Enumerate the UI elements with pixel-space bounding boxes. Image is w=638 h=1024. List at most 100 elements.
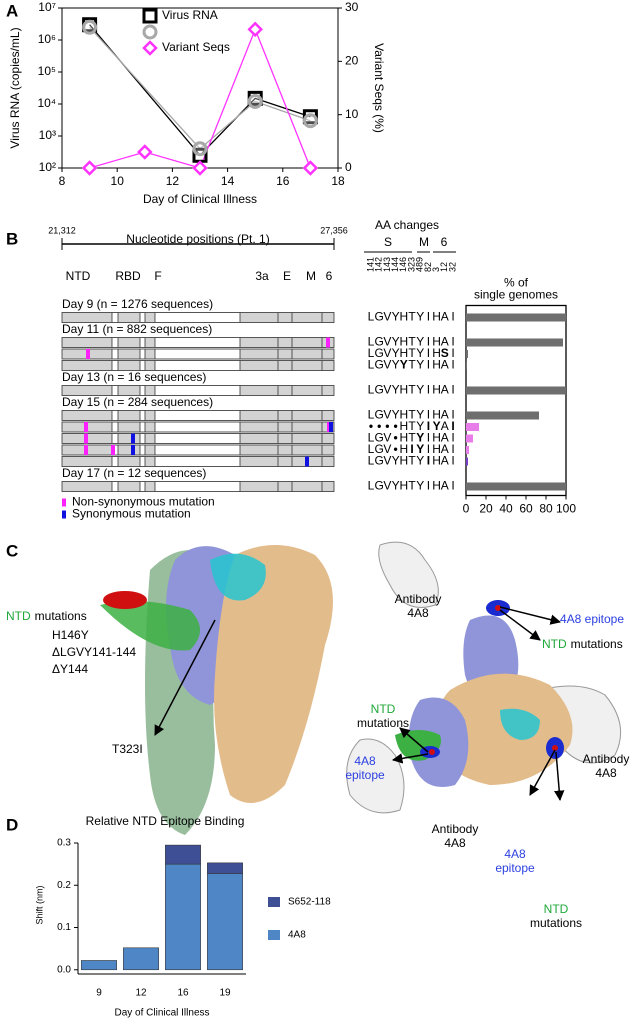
aa-letter: H	[399, 335, 408, 349]
legend-marker	[142, 40, 158, 56]
aa-letter: H	[432, 479, 441, 493]
aa-letter: Y	[400, 358, 408, 372]
aa-letter: I	[427, 479, 430, 493]
genome-gap	[155, 445, 240, 455]
aa-letter: Y	[416, 479, 424, 493]
series-line	[89, 26, 311, 150]
x-tick-label: 16	[177, 988, 189, 999]
aa-letter: I	[451, 346, 454, 360]
region-label: NTD	[66, 269, 91, 283]
aa-letter: L	[368, 335, 375, 349]
bar-segment	[207, 873, 243, 971]
panel-label: D	[6, 815, 18, 834]
aa-letter: G	[375, 408, 384, 422]
aa-letter: H	[399, 346, 408, 360]
aa-letter: A	[441, 310, 449, 324]
bar-segment	[123, 947, 159, 971]
mutation-mark	[111, 445, 115, 455]
x-tick-label: 80	[539, 502, 553, 516]
aa-letter: H	[399, 310, 408, 324]
marker-circle	[302, 113, 318, 129]
bar-segment	[165, 844, 201, 865]
aa-letter: I	[410, 442, 413, 456]
bar	[466, 411, 539, 420]
aa-letter: V	[383, 431, 391, 445]
aa-letter: •	[393, 442, 397, 456]
legend-label: Synonymous mutation	[72, 507, 191, 521]
aa-letter: A	[441, 383, 449, 397]
genome-gap	[155, 386, 240, 395]
bar	[466, 350, 468, 358]
aa-letter: I	[451, 358, 454, 372]
aa-letter: A	[441, 442, 449, 456]
y-tick-label: 0.2	[57, 880, 71, 891]
aa-letter: I	[451, 419, 454, 433]
genome-gap	[140, 361, 145, 370]
genome-gap	[112, 482, 118, 491]
marker-diamond	[137, 144, 153, 160]
position-label: 141	[365, 257, 375, 272]
mutation-mark	[131, 433, 135, 444]
chart-title: % of	[504, 276, 529, 290]
region-label: 3a	[255, 269, 269, 283]
annotation: 4A8	[504, 847, 526, 861]
aa-letter: G	[375, 335, 384, 349]
position-label: 144	[390, 257, 400, 272]
aa-letter: G	[375, 442, 384, 456]
panel-label: B	[6, 229, 18, 248]
genome-gap	[140, 422, 145, 432]
genome-gap	[140, 445, 145, 455]
mutation-mark	[329, 422, 333, 432]
genome-gap	[112, 457, 118, 466]
aa-letter: Y	[392, 408, 400, 422]
x-tick-label: 18	[331, 174, 345, 188]
aa-letter: I	[451, 442, 454, 456]
aa-letter: V	[383, 408, 391, 422]
mutation-mark	[131, 445, 135, 455]
mutation-label: H146Y	[52, 628, 89, 642]
genome-gap	[155, 361, 240, 370]
aa-letter: Y	[416, 431, 424, 445]
position-label: 323	[406, 257, 416, 272]
annotation: mutations	[357, 716, 409, 730]
marker-circle	[192, 141, 208, 157]
aa-letter: Y	[416, 454, 424, 468]
genome-gap	[140, 386, 145, 395]
annotation: 4A8	[407, 606, 429, 620]
aa-letter: I	[427, 335, 430, 349]
aa-letter: Y	[416, 358, 424, 372]
aa-letter: V	[383, 454, 391, 468]
aa-letter: I	[451, 310, 454, 324]
aa-letter: Y	[392, 454, 400, 468]
annotation-part: NTD	[542, 637, 567, 651]
aa-letter: T	[408, 346, 416, 360]
region-label: RBD	[115, 269, 141, 283]
position-label: 146	[398, 257, 408, 272]
marker-diamond	[247, 21, 263, 38]
aa-letter: H	[432, 383, 441, 397]
position-label: 3	[431, 267, 441, 272]
annotation: NTD mutations	[542, 637, 623, 651]
aa-letter: V	[383, 383, 391, 397]
aa-letter: V	[383, 479, 391, 493]
mutation-mark	[84, 422, 88, 432]
gene-label: 6	[441, 235, 448, 249]
bar	[466, 313, 566, 322]
position-label: 12	[439, 262, 449, 272]
genome-gap	[112, 338, 118, 347]
y-tick-label: 10³	[39, 128, 56, 142]
genome-gap	[140, 411, 145, 420]
y-axis-label: Virus RNA (copies/mL)	[8, 27, 22, 148]
legend-swatch	[268, 930, 280, 940]
aa-letter: •	[385, 419, 389, 433]
x-tick-label: 20	[479, 502, 493, 516]
y-tick-label: 0.0	[57, 964, 71, 975]
y2-axis-label: Variant Seqs (%)	[372, 43, 386, 133]
genome-gap	[155, 411, 240, 420]
genome-gap	[155, 422, 240, 432]
y-tick-label: 10⁷	[38, 0, 56, 14]
annotation: Antibody	[395, 592, 442, 606]
aa-letter: H	[432, 346, 441, 360]
aa-letter: H	[432, 431, 441, 445]
